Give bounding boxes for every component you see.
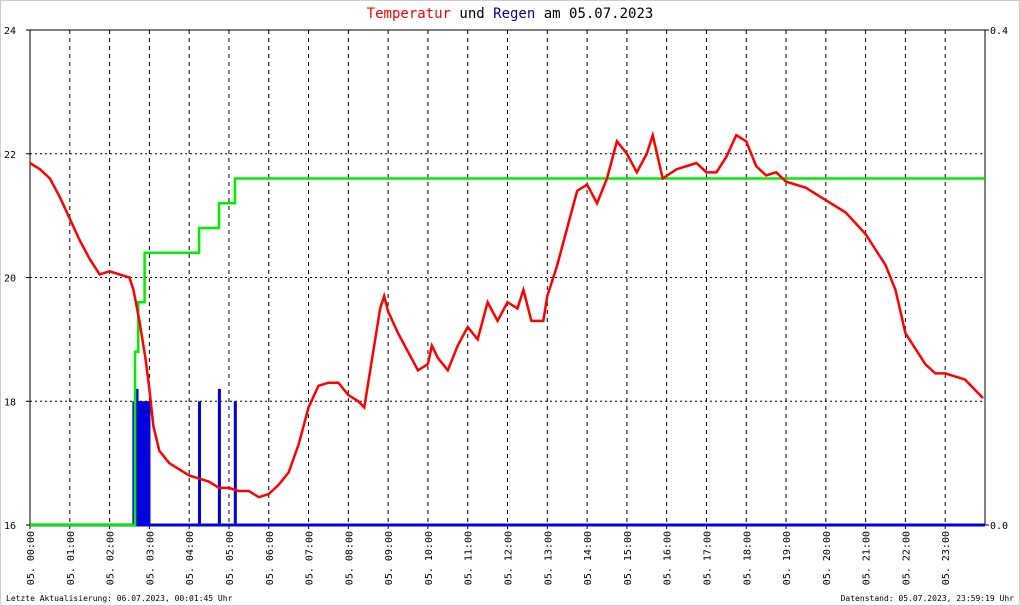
title-part: am 05.07.2023 (544, 6, 654, 22)
x-tick-label: 05. 09:00 (384, 531, 395, 585)
x-tick-label: 05. 17:00 (702, 531, 713, 585)
y-tick-label: 24 (4, 26, 16, 37)
bar (135, 388, 139, 525)
x-tick-label: 05. 16:00 (663, 531, 674, 585)
x-tick-label: 05. 20:00 (822, 531, 833, 585)
x-tick-label: 05. 08:00 (344, 531, 355, 585)
x-tick-label: 05. 14:00 (583, 531, 594, 585)
x-tick-label: 05. 04:00 (185, 531, 196, 585)
x-tick-label: 05. 23:00 (941, 531, 952, 585)
y-tick-label: 18 (4, 397, 16, 408)
x-tick-label: 05. 00:00 (26, 531, 37, 585)
x-tick-label: 05. 22:00 (901, 531, 912, 585)
x-tick-label: 05. 02:00 (106, 531, 117, 585)
bar (233, 401, 237, 525)
title-part: Temperatur (367, 6, 451, 22)
x-tick-label: 05. 19:00 (782, 531, 793, 585)
x-tick-label: 05. 07:00 (305, 531, 316, 585)
x-tick-label: 05. 21:00 (862, 531, 873, 585)
x-tick-label: 05. 06:00 (265, 531, 276, 585)
y-tick-label: 22 (4, 150, 16, 161)
bar (142, 401, 146, 525)
bar (144, 401, 148, 525)
x-tick-label: 05. 18:00 (742, 531, 753, 585)
x-tick-label: 05. 01:00 (66, 531, 77, 585)
series-line (29, 130, 984, 499)
title-part: Regen (493, 6, 535, 22)
y2-tick-label: 0.4 (990, 26, 1008, 37)
y-tick-label: 20 (4, 274, 16, 285)
footer-left: Letzte Aktualisierung: 06.07.2023, 00:01… (6, 594, 233, 603)
title-part: und (459, 6, 484, 22)
x-tick-label: 05. 11:00 (464, 531, 475, 585)
bar (147, 401, 151, 525)
x-tick-label: 05. 12:00 (504, 531, 515, 585)
chart-title: Temperatur und Regen am 05.07.2023 (367, 6, 654, 22)
series-line (30, 177, 985, 527)
x-tick-label: 05. 13:00 (543, 531, 554, 585)
bar (198, 401, 202, 525)
bar (140, 401, 144, 525)
bar (138, 401, 142, 525)
y-tick-label: 16 (4, 521, 16, 532)
x-tick-label: 05. 03:00 (145, 531, 156, 585)
x-tick-label: 05. 05:00 (225, 531, 236, 585)
x-tick-label: 05. 10:00 (424, 531, 435, 585)
x-tick-label: 05. 15:00 (623, 531, 634, 585)
footer-right: Datenstand: 05.07.2023, 23:59:19 Uhr (841, 594, 1015, 603)
bar (217, 388, 221, 525)
y2-tick-label: 0.0 (990, 521, 1008, 532)
